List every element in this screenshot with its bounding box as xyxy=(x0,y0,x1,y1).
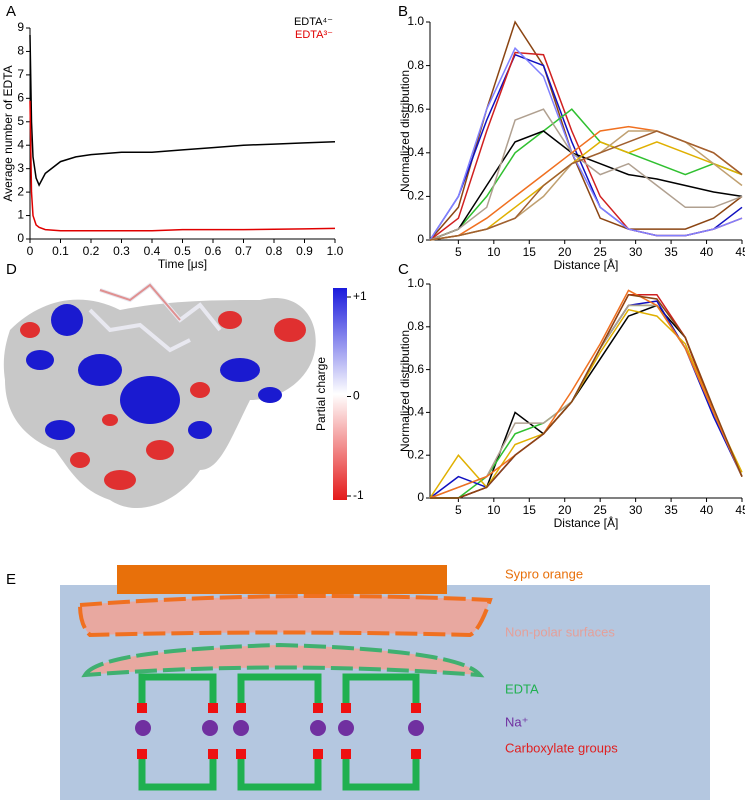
x-tick-label: 40 xyxy=(700,503,714,517)
x-tick-label: 35 xyxy=(664,245,678,259)
data-line xyxy=(429,289,743,499)
x-tick-label: 0.5 xyxy=(174,244,191,258)
x-tick-label: 15 xyxy=(523,503,537,517)
colorbar-tick-label: -1 xyxy=(353,488,364,502)
data-line xyxy=(29,100,336,232)
x-tick-label: 40 xyxy=(700,245,714,259)
y-tick-label: 0.2 xyxy=(407,189,424,203)
data-line xyxy=(429,300,743,499)
x-tick-label: 0.7 xyxy=(235,244,252,258)
data-line xyxy=(430,293,743,499)
legend-entry: EDTA³⁻ xyxy=(295,29,333,41)
x-tick-label: 5 xyxy=(455,503,462,517)
panel-label: D xyxy=(6,261,17,278)
legend-entry: EDTA⁴⁻ xyxy=(294,16,333,28)
x-tick-label: 10 xyxy=(487,503,501,517)
data-line xyxy=(429,308,743,499)
x-tick-label: 0.9 xyxy=(296,244,313,258)
y-tick-label: 1.0 xyxy=(407,14,424,28)
x-tick-label: 0.8 xyxy=(266,244,283,258)
x-axis-label: Distance [Å] xyxy=(554,257,619,272)
x-axis-label: Time [μs] xyxy=(158,257,207,271)
y-tick-label: 3 xyxy=(17,161,24,175)
diagram-label: Na⁺ xyxy=(505,714,528,729)
diagram-label: Non-polar surfaces xyxy=(505,624,615,639)
y-tick-label: 0 xyxy=(417,232,424,246)
diagram-label: Sypro orange xyxy=(505,566,583,581)
y-tick-label: 5 xyxy=(17,114,24,128)
x-tick-label: 20 xyxy=(558,503,572,517)
data-line xyxy=(29,34,336,187)
y-tick-label: 2 xyxy=(17,184,24,198)
panel-label: C xyxy=(398,261,409,278)
x-tick-label: 0.4 xyxy=(144,244,161,258)
y-axis-label: Average number of EDTA xyxy=(1,65,15,201)
x-tick-label: 15 xyxy=(523,245,537,259)
x-tick-label: 5 xyxy=(455,245,462,259)
y-tick-label: 4 xyxy=(17,137,24,151)
y-tick-label: 1 xyxy=(17,208,24,222)
data-line xyxy=(430,293,743,499)
y-tick-label: 7 xyxy=(17,67,24,81)
colorbar-tick-label: +1 xyxy=(353,289,367,303)
data-line xyxy=(429,130,743,241)
data-line xyxy=(430,304,743,499)
x-axis-label: Distance [Å] xyxy=(554,515,619,530)
data-line xyxy=(429,108,743,241)
x-tick-label: 25 xyxy=(594,503,608,517)
x-tick-label: 0.3 xyxy=(113,244,130,258)
y-tick-label: 0.8 xyxy=(407,58,424,72)
x-tick-label: 30 xyxy=(629,503,643,517)
molecule-surface xyxy=(3,282,316,509)
x-tick-label: 45 xyxy=(735,503,745,517)
x-tick-label: 25 xyxy=(594,245,608,259)
y-tick-label: 8 xyxy=(17,44,24,58)
x-tick-label: 10 xyxy=(487,245,501,259)
x-tick-label: 0.1 xyxy=(52,244,69,258)
y-tick-label: 0.6 xyxy=(407,101,424,115)
diagram-label: EDTA xyxy=(505,681,539,696)
data-line xyxy=(430,304,743,499)
y-axis-label: Normalized distribution xyxy=(398,330,412,452)
panel-label: B xyxy=(398,3,408,20)
y-tick-label: 6 xyxy=(17,91,24,105)
colorbar-tick-label: 0 xyxy=(353,389,360,403)
y-tick-label: 0 xyxy=(17,231,24,245)
data-line xyxy=(429,53,743,241)
x-tick-label: 0.6 xyxy=(205,244,222,258)
data-line xyxy=(429,304,743,499)
x-tick-label: 0.2 xyxy=(83,244,100,258)
data-line xyxy=(429,46,743,241)
panel-label: E xyxy=(6,571,16,588)
panel-label: A xyxy=(6,3,16,20)
y-tick-label: 9 xyxy=(17,20,24,34)
x-tick-label: 45 xyxy=(735,245,745,259)
data-line xyxy=(429,108,743,241)
x-tick-label: 0 xyxy=(27,244,34,258)
diagram xyxy=(60,565,710,800)
y-tick-label: 0 xyxy=(417,490,424,504)
y-tick-label: 1.0 xyxy=(407,276,424,290)
x-tick-label: 35 xyxy=(664,503,678,517)
y-axis-label: Normalized distribution xyxy=(398,70,412,192)
y-tick-label: 0.8 xyxy=(407,319,424,333)
x-tick-label: 20 xyxy=(558,245,572,259)
x-tick-label: 1.0 xyxy=(327,244,344,258)
y-tick-label: 0.6 xyxy=(407,362,424,376)
y-tick-label: 0.4 xyxy=(407,405,424,419)
diagram-label: Carboxylate groups xyxy=(505,740,618,755)
y-tick-label: 0.4 xyxy=(407,145,424,159)
colorbar xyxy=(333,288,347,500)
colorbar-label: Partial charge xyxy=(314,357,328,431)
x-tick-label: 30 xyxy=(629,245,643,259)
y-tick-label: 0.2 xyxy=(407,447,424,461)
